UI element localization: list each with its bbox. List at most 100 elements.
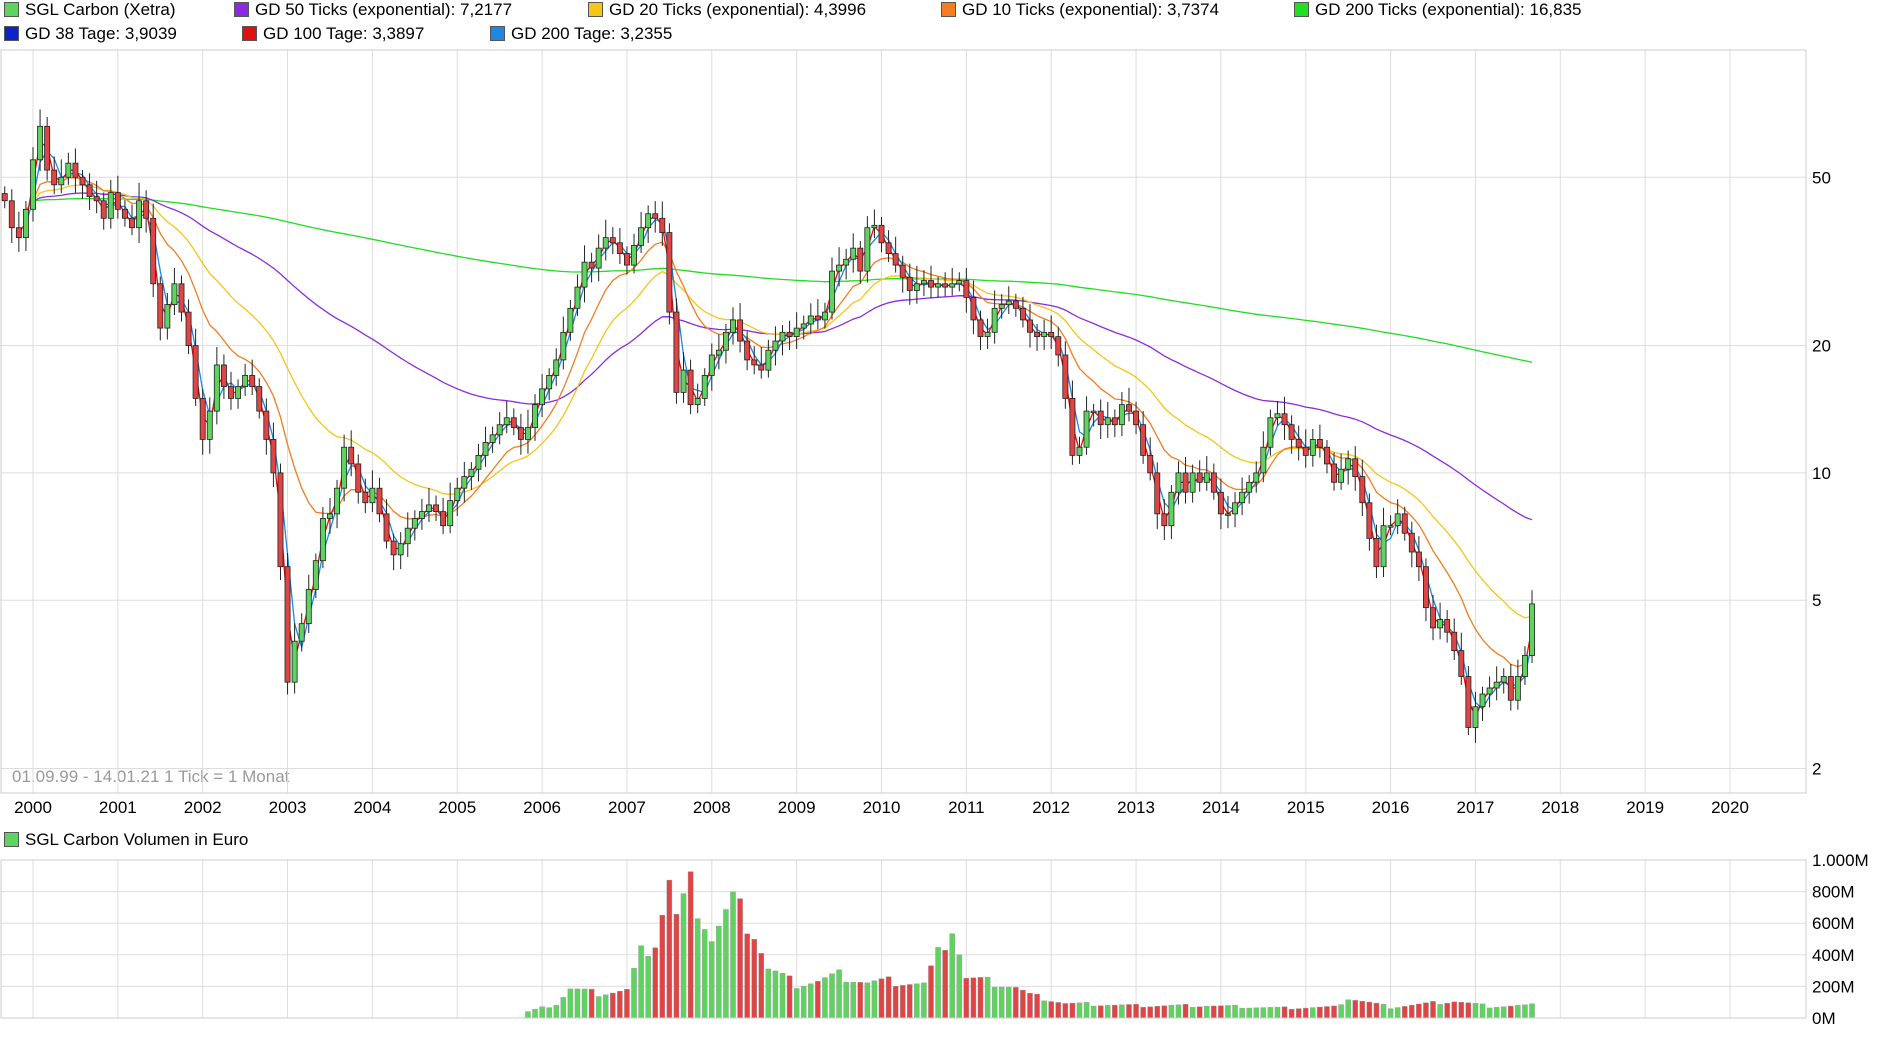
candle-body [213,364,220,412]
volume-bar [716,925,722,1019]
candle-body [659,217,666,234]
candle-body [1479,693,1486,708]
candle-body [546,375,553,390]
volume-bar [1112,1004,1118,1019]
volume-bar [1119,1004,1125,1019]
candle-body [263,410,270,440]
volume-bar [1175,1004,1182,1019]
candle-body [1423,566,1429,609]
candle-body [885,242,892,255]
candle-body [1076,446,1083,456]
x-tick-label: 2020 [1711,798,1749,817]
candle-body [107,192,114,219]
candle-body [751,359,758,366]
volume-bar [1246,1007,1252,1019]
candle-body [37,125,44,161]
ma-gd200-ticks [32,197,1533,363]
candle-body [1154,472,1161,515]
candle-body [793,327,800,338]
x-tick-label: 2010 [863,798,901,817]
x-tick-label: 2017 [1457,798,1495,817]
volume-bar [1083,1002,1090,1019]
candle-body [899,264,906,278]
volume-bar [1295,1008,1302,1019]
volume-bar [751,939,757,1019]
volume-bar [1500,1006,1507,1019]
volume-bar [857,982,864,1019]
volume-bar [1069,1002,1076,1019]
volume-bar [1409,1005,1415,1019]
candle-body [525,427,531,440]
candle-body [1451,631,1458,651]
x-tick-label: 2003 [269,798,307,817]
volume-bar [546,1007,552,1019]
volume-bar [1529,1003,1535,1019]
volume-bar [1281,1006,1288,1019]
volume-bar [1479,1003,1486,1019]
volume-bar [921,982,927,1019]
volume-bar [1189,1007,1196,1019]
candle-body [489,434,496,443]
volume-tick-label: 600M [1812,914,1855,933]
legend-swatch [4,2,19,17]
legend-label: GD 50 Ticks (exponential): 7,2177 [255,0,513,19]
candle-body [666,232,673,313]
candle-body [461,476,468,489]
candle-body [1352,458,1359,477]
volume-bar [680,893,687,1019]
candle-body [1437,619,1444,629]
volume-bar [1493,1007,1500,1019]
candle-body [1168,491,1175,527]
candle-body [312,560,319,590]
candle-body [79,176,86,186]
candle-body [836,264,843,272]
candle-body [1097,410,1104,426]
y-tick-label: 5 [1812,591,1821,610]
candle-body [574,286,581,309]
volume-bar [1359,1000,1366,1019]
volume-bar [1076,1002,1083,1019]
candle-body [1345,458,1352,470]
y-tick-label: 10 [1812,464,1831,483]
candle-body [1189,472,1196,493]
candle-body [1111,417,1118,426]
candle-body [475,454,482,470]
candle-body [977,319,984,338]
candle-body [164,304,171,329]
candle-body [1118,404,1125,426]
candle-body [1430,607,1436,629]
candle-body [1048,331,1055,338]
volume-bar [998,986,1005,1019]
candle-body [560,331,567,361]
candle-body [595,247,602,269]
candle-body [235,386,241,399]
volume-bar [553,1005,559,1019]
ma-gd50-ticks [32,192,1533,521]
legend-label: SGL Carbon (Xetra) [25,0,176,19]
candle-body [1472,706,1479,728]
legend-label: GD 10 Ticks (exponential): 3,7374 [962,0,1220,19]
candle-body [1140,424,1147,456]
y-tick-label: 50 [1812,168,1831,187]
candle-body [871,224,878,229]
legend-item-gd50: GD 50 Ticks (exponential): 7,2177 [234,0,512,20]
volume-bar [822,977,828,1019]
candle-body [1,193,8,202]
volume-bar [617,990,623,1019]
volume-bar [1310,1007,1316,1019]
volume-bar [1345,999,1351,1019]
candle-body [129,217,135,229]
candle-body [1514,676,1521,701]
volume-bar [624,989,630,1019]
candle-body [1316,439,1323,448]
candle-body [1394,513,1401,527]
volume-bar [1225,1005,1231,1019]
volume-bar [1204,1006,1210,1019]
volume-bar [892,986,899,1019]
candle-body [376,487,383,515]
candle-body [850,247,857,260]
volume-bar [984,976,991,1019]
volume-bar [878,978,885,1019]
candle-body [539,388,546,406]
x-tick-label: 2006 [523,798,561,817]
